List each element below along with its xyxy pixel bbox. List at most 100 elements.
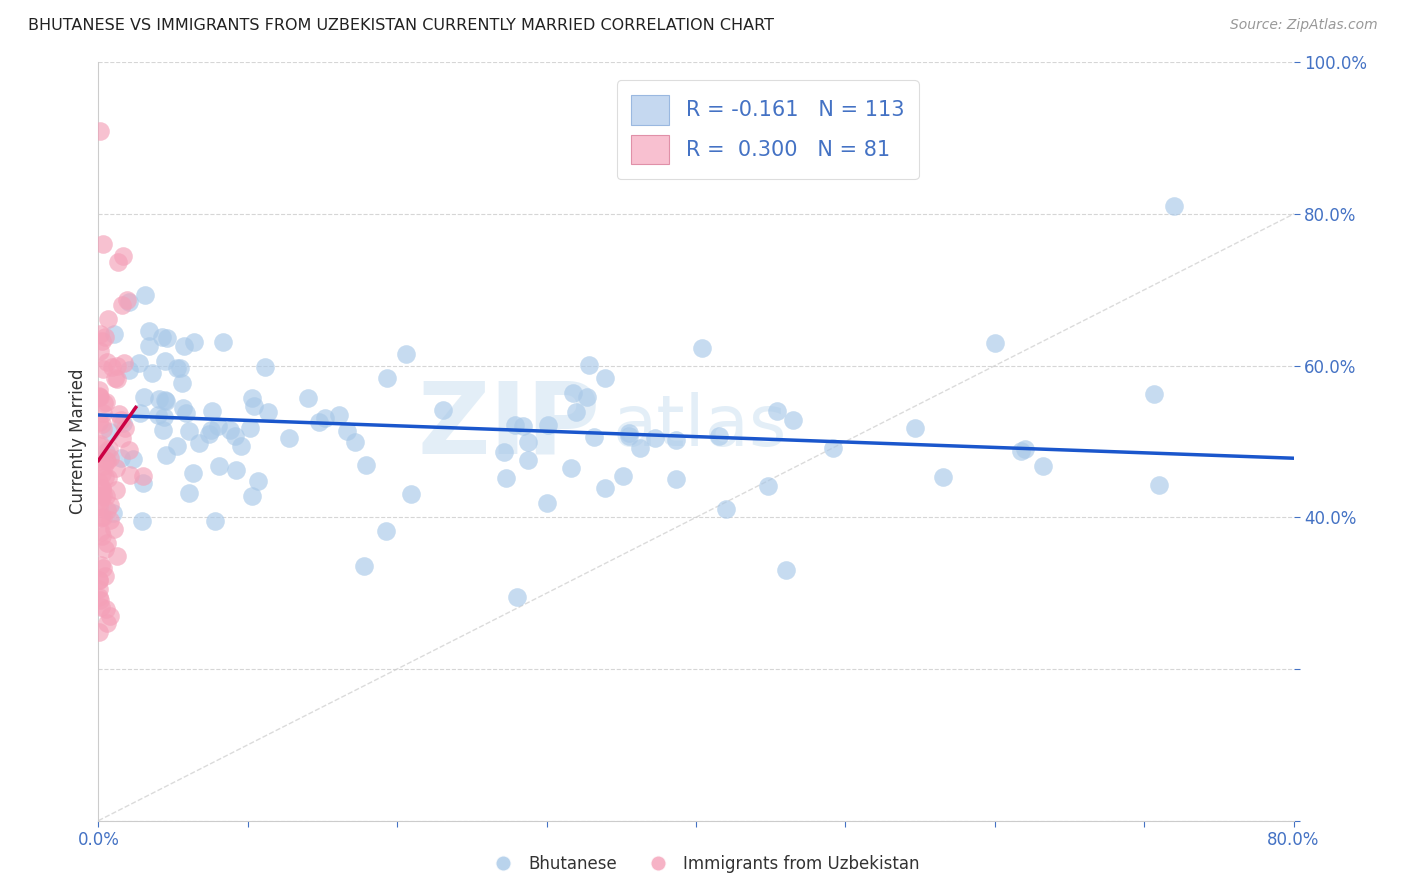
Point (494, 445, 516, 459)
Point (90, 558, 112, 573)
Point (118, 295, 141, 310)
Point (98, 450, 121, 465)
Point (111, 416, 134, 430)
Point (583, 430, 606, 444)
Point (257, 405, 280, 419)
Point (91, 482, 114, 496)
Point (219, 423, 242, 437)
Point (399, 487, 422, 501)
Point (512, 418, 534, 433)
Point (91, 334, 114, 348)
Point (224, 429, 246, 443)
Point (91, 561, 114, 575)
Point (89, 383, 111, 397)
Point (128, 356, 150, 370)
Point (93, 458, 115, 473)
Point (89, 344, 111, 359)
Point (89, 123, 111, 137)
Point (89, 582, 111, 596)
Point (242, 391, 264, 405)
Point (240, 489, 263, 503)
Point (183, 335, 205, 350)
Point (756, 479, 779, 493)
Point (560, 460, 582, 475)
Point (115, 293, 138, 308)
Point (89, 389, 111, 403)
Point (644, 431, 666, 445)
Point (91, 237, 114, 252)
Text: atlas: atlas (613, 392, 787, 461)
Point (118, 363, 141, 377)
Point (138, 324, 160, 338)
Point (208, 459, 231, 474)
Point (181, 466, 204, 480)
Point (375, 371, 398, 385)
Point (105, 549, 128, 564)
Point (93, 396, 115, 410)
Point (89, 591, 111, 605)
Point (394, 347, 416, 361)
Point (153, 410, 176, 425)
Point (612, 468, 634, 483)
Point (132, 390, 155, 404)
Legend: R = -0.161   N = 113, R =  0.300   N = 81: R = -0.161 N = 113, R = 0.300 N = 81 (617, 80, 918, 179)
Point (1163, 199, 1185, 213)
Point (97, 471, 120, 485)
Point (155, 448, 177, 462)
Point (278, 431, 301, 445)
Point (122, 451, 145, 466)
Text: ZIP: ZIP (418, 378, 600, 475)
Point (104, 461, 127, 475)
Point (575, 390, 598, 404)
Point (253, 359, 276, 374)
Point (91, 406, 114, 420)
Point (166, 440, 188, 454)
Point (665, 433, 688, 447)
Point (131, 514, 153, 528)
Point (308, 416, 330, 430)
Point (94, 541, 117, 556)
Point (344, 435, 367, 450)
Point (89, 390, 111, 404)
Point (153, 393, 176, 408)
Point (96, 355, 118, 369)
Point (118, 443, 141, 458)
Point (188, 436, 211, 450)
Point (932, 469, 955, 483)
Point (156, 331, 179, 345)
Point (336, 425, 359, 439)
Point (709, 429, 731, 443)
Point (111, 298, 134, 312)
Point (101, 507, 124, 521)
Point (198, 427, 221, 442)
Point (89, 573, 111, 587)
Point (94, 569, 117, 583)
Point (578, 359, 600, 373)
Point (89, 391, 111, 405)
Point (93, 510, 115, 524)
Point (94, 602, 117, 616)
Legend: Bhutanese, Immigrants from Uzbekistan: Bhutanese, Immigrants from Uzbekistan (479, 848, 927, 880)
Point (495, 471, 517, 485)
Point (94, 452, 117, 467)
Text: BHUTANESE VS IMMIGRANTS FROM UZBEKISTAN CURRENTLY MARRIED CORRELATION CHART: BHUTANESE VS IMMIGRANTS FROM UZBEKISTAN … (28, 18, 775, 33)
Point (90, 524, 112, 539)
Point (110, 413, 132, 427)
Point (141, 366, 163, 380)
Point (782, 413, 804, 427)
Point (537, 418, 560, 433)
Point (89, 574, 111, 588)
Point (96, 615, 118, 630)
Point (129, 406, 152, 420)
Point (565, 405, 588, 419)
Point (89, 437, 111, 451)
Point (211, 334, 233, 349)
Point (132, 475, 155, 490)
Point (173, 339, 195, 353)
Point (89, 593, 111, 607)
Point (90, 467, 112, 481)
Point (297, 392, 319, 406)
Point (146, 408, 169, 422)
Point (536, 496, 558, 510)
Point (562, 385, 585, 400)
